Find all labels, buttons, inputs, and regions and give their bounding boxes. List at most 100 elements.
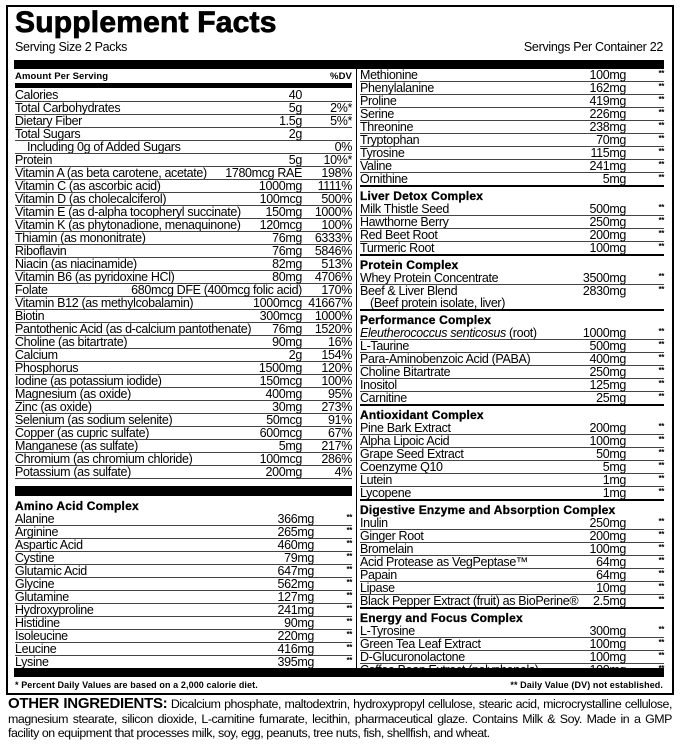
dv-not-established-mark: ** xyxy=(346,526,352,535)
amount: 1000mcg xyxy=(253,296,302,310)
amount: 1mg xyxy=(602,473,627,487)
amount-per-serving-label: Amount Per Serving xyxy=(15,71,109,82)
ingredient-name: Including 0g of Added Sugars xyxy=(27,141,181,153)
amount: 200mg xyxy=(589,529,627,543)
amount: 600mcg xyxy=(259,426,303,440)
dv-label: %DV xyxy=(330,71,352,82)
table-row: Leucine 416mg ** xyxy=(15,643,352,656)
amount: 200mg xyxy=(589,421,627,435)
daily-value: 5846% xyxy=(314,244,353,258)
dv-not-established-mark: ** xyxy=(658,435,664,444)
dv-not-established-mark: ** xyxy=(658,556,664,565)
ingredient-name: Turmeric Root xyxy=(360,242,435,254)
amount: 419mg xyxy=(589,94,627,108)
ingredient-name: Aspartic Acid xyxy=(15,539,83,551)
daily-value xyxy=(302,89,352,101)
table-row: Bromelain 100mg ** xyxy=(360,543,664,556)
nutrient-list: Calories 40 Total Carbohydrates 5g 2%* Dietar… xyxy=(15,89,352,479)
ingredient-name: Histidine xyxy=(15,617,60,629)
servings-per-container: Servings Per Container 22 xyxy=(523,40,663,54)
dv-not-established-mark: ** xyxy=(658,595,664,604)
dv-not-established-mark: ** xyxy=(658,147,664,156)
table-row: Isoleucine 220mg ** xyxy=(15,630,352,643)
daily-value: 286% xyxy=(321,452,352,466)
amount: 2g xyxy=(288,348,303,362)
dv-not-established-mark: ** xyxy=(346,617,352,626)
daily-value: 100% xyxy=(321,218,352,232)
table-row: Phosphorus 1500mg 120% xyxy=(15,362,352,375)
table-row: Valine 241mg ** xyxy=(360,160,664,173)
table-row: Chromium (as chromium chloride) 100mcg 286… xyxy=(15,453,352,466)
amount: 1000mg xyxy=(582,326,626,340)
ingredient-name: Biotin xyxy=(15,310,45,322)
ingredient-name: Inulin xyxy=(360,517,388,529)
ingredient-name: Vitamin D (as cholecalciferol) xyxy=(15,193,167,205)
ingredient-name: Manganese (as sulfate) xyxy=(15,440,138,452)
amount: 265mg xyxy=(277,525,315,539)
ingredient-name: Proline xyxy=(360,95,397,107)
ingredient-name: L-Tyrosine xyxy=(360,625,415,637)
amount: 500mg xyxy=(589,202,627,216)
amount: 562mg xyxy=(277,577,315,591)
table-row: (Beef protein isolate, liver) xyxy=(360,297,664,311)
amount: 125mg xyxy=(589,378,627,392)
dv-not-established-mark: ** xyxy=(346,578,352,587)
supplement-facts-panel xyxy=(6,5,674,695)
ingredient-name: D-Glucuronolactone xyxy=(360,651,465,663)
daily-value: 16% xyxy=(328,335,352,349)
table-row: Lutein 1mg ** xyxy=(360,474,664,487)
ingredient-name: Vitamin A (as beta carotene, acetate) xyxy=(15,167,207,179)
ingredient-name: Valine xyxy=(360,160,392,172)
section-heading: Antioxidant Complex xyxy=(360,408,484,422)
table-row: Acid Protease as VegPeptase™ 64mg ** xyxy=(360,556,664,569)
table-row: Arginine 265mg ** xyxy=(15,526,352,539)
table-row: Vitamin E (as d-alpha tocopheryl succina… xyxy=(15,206,352,219)
amino-acid-list: Alanine 366mg ** Arginine 265mg ** Aspartic Ac… xyxy=(15,513,352,669)
table-row: Tryptophan 70mg ** xyxy=(360,134,664,147)
ingredient-name: Glutamine xyxy=(15,591,69,603)
dv-not-established-mark: ** xyxy=(346,630,352,639)
daily-value: 217% xyxy=(321,439,352,453)
table-row: Thiamin (as mononitrate) 76mg 6333% xyxy=(15,232,352,245)
table-row: Hawthorne Berry 250mg ** xyxy=(360,216,664,229)
amount: 200mg xyxy=(265,465,303,479)
amount: 100mg xyxy=(589,650,627,664)
dv-not-established-mark: ** xyxy=(346,591,352,600)
table-row: Manganese (as sulfate) 5mg 217% xyxy=(15,440,352,453)
amount: 64mg xyxy=(596,568,626,582)
ingredient-name: Vitamin C (as ascorbic acid) xyxy=(15,180,161,192)
dv-not-established-mark: ** xyxy=(658,392,664,401)
daily-value: 67% xyxy=(328,426,352,440)
amount: 250mg xyxy=(589,215,627,229)
other-ingredients-label: OTHER INGREDIENTS: xyxy=(8,695,168,712)
dv-not-established-mark: ** xyxy=(658,569,664,578)
amount: 70mg xyxy=(596,133,626,147)
table-row: Lipase 10mg ** xyxy=(360,582,664,595)
daily-value: 273% xyxy=(321,400,352,414)
amount: 79mg xyxy=(284,551,314,565)
table-row: Vitamin D (as cholecalciferol) 100mcg 500% xyxy=(15,193,352,206)
left-column: Amount Per Serving %DV Calories 40 Total C… xyxy=(15,70,352,669)
ingredient-name: Alpha Lipoic Acid xyxy=(360,435,450,447)
daily-value: 500% xyxy=(321,192,352,206)
ingredient-name: Isoleucine xyxy=(15,630,68,642)
ingredient-name: Folate xyxy=(15,284,48,296)
section-heading: Digestive Enzyme and Absorption Complex xyxy=(360,503,616,517)
dv-not-established-mark: ** xyxy=(658,134,664,143)
table-row: Selenium (as sodium selenite) 50mcg 91% xyxy=(15,414,352,427)
daily-value: 1000% xyxy=(314,205,353,219)
amount: 5mg xyxy=(602,172,627,186)
amount: 1000mg xyxy=(258,179,302,193)
table-row: Tyrosine 115mg ** xyxy=(360,147,664,160)
amount: 500mg xyxy=(589,339,627,353)
table-row: Zinc (as oxide) 30mg 273% xyxy=(15,401,352,414)
amount: 238mg xyxy=(589,120,627,134)
table-row: Alanine 366mg ** xyxy=(15,513,352,526)
amount: 100mg xyxy=(589,434,627,448)
dv-not-established-mark: ** xyxy=(658,69,664,78)
ingredient-name: Green Tea Leaf Extract xyxy=(360,638,481,650)
ingredient-name: Choline Bitartrate xyxy=(360,366,451,378)
table-row: Serine 226mg ** xyxy=(360,108,664,121)
table-row: Phenylalanine 162mg ** xyxy=(360,82,664,95)
table-row: Cystine 79mg ** xyxy=(15,552,352,565)
